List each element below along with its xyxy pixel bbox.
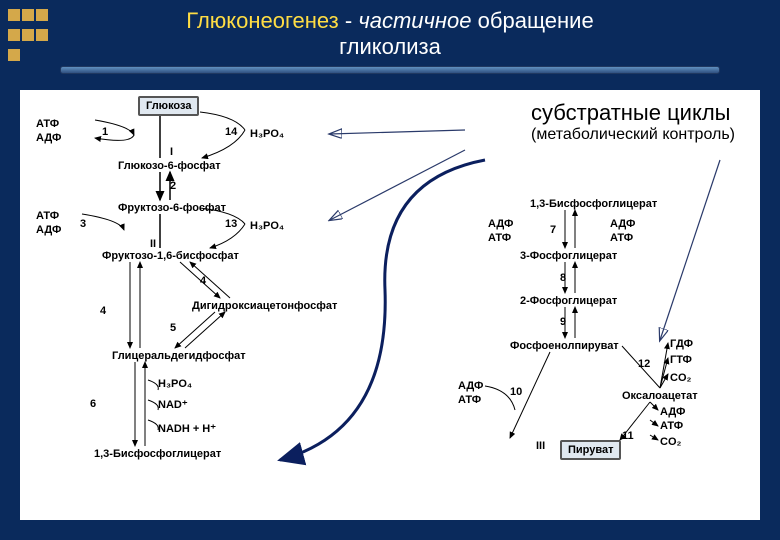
h3po4-label3: H₃PO₄ — [158, 378, 192, 390]
f16bp-label: Фруктозо-1,6-бисфосфат — [102, 250, 239, 262]
h3po4-label2: H₃PO₄ — [250, 220, 284, 232]
slide-title: Глюконеогенез - частичное обращение глик… — [0, 0, 780, 60]
pg2-label: 2-Фосфоглицерат — [520, 295, 617, 307]
step-3: 3 — [80, 218, 86, 230]
step-14: 14 — [225, 126, 237, 138]
title-word3: обращение — [478, 8, 594, 33]
glucose-box: Глюкоза — [138, 96, 199, 116]
nadh-label: NADH + H⁺ — [158, 422, 216, 435]
atp-label4: АТФ — [610, 232, 633, 244]
step-13: 13 — [225, 218, 237, 230]
title-dash: - — [345, 8, 358, 33]
subtitle-sub: (метаболический контроль) — [531, 126, 735, 144]
step-6: 6 — [90, 398, 96, 410]
subtitle-block: субстратные циклы (метаболический контро… — [531, 100, 735, 144]
pg3-label: 3-Фосфоглицерат — [520, 250, 617, 262]
adp-label6: АДФ — [660, 406, 685, 418]
co2-label: CO₂ — [670, 372, 691, 384]
adp-label3: АДФ — [488, 218, 513, 230]
step-12: 12 — [638, 358, 650, 370]
subtitle-main: субстратные циклы — [531, 100, 735, 126]
step-4: 4 — [200, 275, 206, 287]
step-10: 10 — [510, 386, 522, 398]
roman-II: II — [150, 238, 156, 250]
co2-label2: CO₂ — [660, 436, 681, 448]
adp-label5: АДФ — [458, 380, 483, 392]
adp-label: АДФ — [36, 132, 61, 144]
step-5: 5 — [170, 322, 176, 334]
pyruvate-box: Пируват — [560, 440, 621, 460]
title-italic: частичное — [358, 8, 471, 33]
pep-label: Фосфоенолпируват — [510, 340, 619, 352]
h3po4-label: H₃PO₄ — [250, 128, 284, 140]
atp-label: АТФ — [36, 118, 59, 130]
dhap-label: Дигидроксиацетонфосфат — [192, 300, 337, 312]
step-9: 9 — [560, 316, 566, 328]
step-8: 8 — [560, 272, 566, 284]
adp-label4: АДФ — [610, 218, 635, 230]
oaa-label: Оксалоацетат — [622, 390, 698, 402]
gap-label: Глицеральдегидфосфат — [112, 350, 246, 362]
bpg13-left-label: 1,3-Бисфосфоглицерат — [94, 448, 221, 460]
step-11: 11 — [622, 430, 634, 442]
atp-label2: АТФ — [36, 210, 59, 222]
diagram-area: субстратные циклы (метаболический контро… — [20, 90, 760, 520]
roman-I: I — [170, 146, 173, 158]
roman-III: III — [536, 440, 545, 452]
nad-label: NAD⁺ — [158, 398, 188, 411]
g6p-label: Глюкозо-6-фосфат — [118, 160, 221, 172]
step-1: 1 — [102, 126, 108, 138]
adp-label2: АДФ — [36, 224, 61, 236]
title-line2: гликолиза — [339, 34, 441, 59]
atp-label3: АТФ — [488, 232, 511, 244]
f6p-label: Фруктозо-6-фосфат — [118, 202, 226, 214]
title-divider — [60, 66, 720, 74]
decorative-squares — [8, 8, 50, 66]
atp-label6: АТФ — [660, 420, 683, 432]
gdp-label: ГДФ — [670, 338, 693, 350]
gtp-label: ГТФ — [670, 354, 692, 366]
title-word1: Глюконеогенез — [186, 8, 339, 33]
step-7: 7 — [550, 224, 556, 236]
step-2: 2 — [170, 180, 176, 192]
bpg13-right-label: 1,3-Бисфосфоглицерат — [530, 198, 657, 210]
atp-label5: АТФ — [458, 394, 481, 406]
step-4b: 4 — [100, 305, 106, 317]
